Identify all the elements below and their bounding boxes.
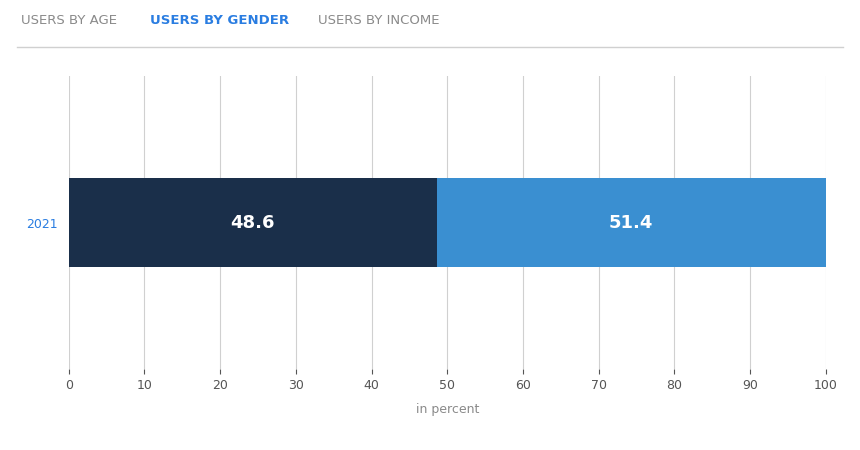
Text: 51.4: 51.4 <box>609 214 654 232</box>
Text: USERS BY INCOME: USERS BY INCOME <box>317 14 439 27</box>
Text: 48.6: 48.6 <box>230 214 275 232</box>
Bar <box>69 178 437 267</box>
X-axis label: in percent: in percent <box>415 403 479 416</box>
Bar <box>437 178 826 267</box>
Text: USERS BY GENDER: USERS BY GENDER <box>150 14 289 27</box>
Text: USERS BY AGE: USERS BY AGE <box>21 14 117 27</box>
